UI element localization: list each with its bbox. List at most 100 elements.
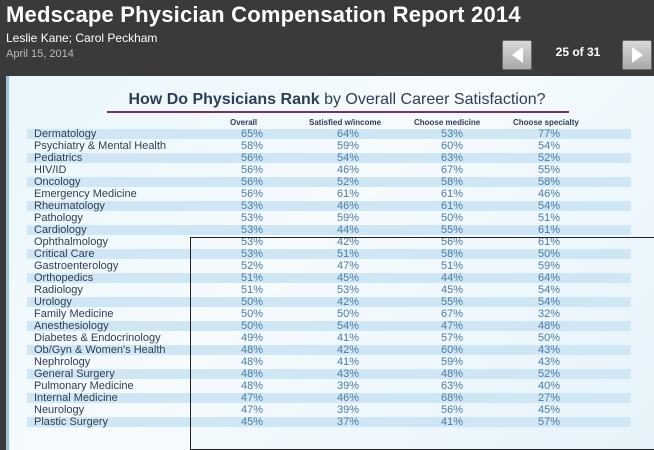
medicine-value: 67% [440, 308, 464, 320]
medicine-value: 55% [440, 296, 464, 308]
table-row: Psychiatry & Mental Health 58% 59% 60% 54% [27, 140, 631, 152]
medicine-value: 56% [440, 404, 464, 416]
specialty-name: Orthopedics [34, 272, 94, 284]
title-divider [107, 111, 569, 113]
specialty-choice-value: 61% [537, 236, 561, 248]
table-row: HIV/ID 56% 46% 67% 55% [27, 164, 631, 176]
overall-value: 48% [240, 380, 264, 392]
specialty-name: Family Medicine [34, 308, 114, 320]
specialty-name: Psychiatry & Mental Health [34, 140, 167, 152]
specialty-choice-value: 52% [537, 368, 561, 380]
table-row: Dermatology 65% 64% 53% 77% [27, 128, 631, 140]
income-value: 43% [336, 368, 360, 380]
income-value: 59% [336, 140, 360, 152]
chart-title-rest: by Overall Career Satisfaction? [319, 91, 546, 108]
overall-value: 51% [240, 284, 264, 296]
specialty-choice-value: 48% [537, 320, 561, 332]
table-row: Urology 50% 42% 55% 54% [27, 296, 631, 308]
specialty-name: Cardiology [34, 224, 87, 236]
medicine-value: 55% [440, 224, 464, 236]
column-header-specialty: Choose specialty [513, 118, 579, 127]
overall-value: 56% [240, 188, 264, 200]
medicine-value: 48% [440, 368, 464, 380]
overall-value: 56% [240, 152, 264, 164]
overall-value: 50% [240, 308, 264, 320]
authors: Leslie Kane; Carol Peckham [6, 31, 158, 45]
specialty-choice-value: 54% [537, 200, 561, 212]
overall-value: 51% [240, 272, 264, 284]
overall-value: 65% [240, 128, 264, 140]
overall-value: 45% [240, 416, 264, 428]
specialty-name: Internal Medicine [34, 392, 118, 404]
specialty-name: Ophthalmology [34, 236, 108, 248]
chart-title: How Do Physicians Rank by Overall Career… [107, 91, 567, 109]
specialty-name: Neurology [34, 404, 85, 416]
medicine-value: 57% [440, 332, 464, 344]
income-value: 42% [336, 296, 360, 308]
overall-value: 58% [240, 140, 264, 152]
table-row: Rheumatology 53% 46% 61% 54% [27, 200, 631, 212]
table-row: Pathology 53% 59% 50% 51% [27, 212, 631, 224]
slide-panel: How Do Physicians Rank by Overall Career… [6, 76, 654, 450]
income-value: 42% [336, 344, 360, 356]
specialty-choice-value: 40% [537, 380, 561, 392]
specialty-name: Dermatology [34, 128, 97, 140]
income-value: 47% [336, 260, 360, 272]
income-value: 42% [336, 236, 360, 248]
income-value: 41% [336, 356, 360, 368]
specialty-name: Diabetes & Endocrinology [34, 332, 161, 344]
specialty-choice-value: 51% [537, 212, 561, 224]
page-title: Medscape Physician Compensation Report 2… [6, 2, 521, 27]
overall-value: 47% [240, 392, 264, 404]
chevron-left-icon [511, 47, 523, 63]
table-row: Oncology 56% 52% 58% 58% [27, 176, 631, 188]
specialty-name: Oncology [34, 176, 81, 188]
income-value: 39% [336, 404, 360, 416]
specialty-choice-value: 59% [537, 260, 561, 272]
income-value: 53% [336, 284, 360, 296]
previous-slide-button[interactable] [502, 40, 532, 70]
specialty-choice-value: 57% [537, 416, 561, 428]
column-header-medicine: Choose medicine [414, 118, 481, 127]
overall-value: 53% [240, 248, 264, 260]
medicine-value: 59% [440, 356, 464, 368]
medicine-value: 41% [440, 416, 464, 428]
specialty-choice-value: 50% [537, 332, 561, 344]
medicine-value: 50% [440, 212, 464, 224]
medicine-value: 56% [440, 236, 464, 248]
income-value: 54% [336, 320, 360, 332]
specialty-name: Emergency Medicine [34, 188, 137, 200]
overall-value: 50% [240, 296, 264, 308]
specialty-choice-value: 77% [537, 128, 561, 140]
specialty-name: General Surgery [34, 368, 115, 380]
table-row: Critical Care 53% 51% 58% 50% [27, 248, 631, 260]
specialty-choice-value: 32% [537, 308, 561, 320]
specialty-choice-value: 27% [537, 392, 561, 404]
specialty-name: Urology [34, 296, 72, 308]
specialty-choice-value: 54% [537, 296, 561, 308]
income-value: 46% [336, 392, 360, 404]
table-row: Anesthesiology 50% 54% 47% 48% [27, 320, 631, 332]
overall-value: 52% [240, 260, 264, 272]
income-value: 64% [336, 128, 360, 140]
medicine-value: 60% [440, 140, 464, 152]
overall-value: 53% [240, 236, 264, 248]
table-row: Orthopedics 51% 45% 44% 64% [27, 272, 631, 284]
overall-value: 48% [240, 368, 264, 380]
income-value: 61% [336, 188, 360, 200]
medicine-value: 60% [440, 344, 464, 356]
income-value: 41% [336, 332, 360, 344]
medicine-value: 61% [440, 200, 464, 212]
income-value: 52% [336, 176, 360, 188]
income-value: 45% [336, 272, 360, 284]
chevron-right-icon [631, 47, 643, 63]
income-value: 59% [336, 212, 360, 224]
specialty-name: HIV/ID [34, 164, 67, 176]
next-slide-button[interactable] [622, 40, 652, 70]
medicine-value: 61% [440, 188, 464, 200]
table-row: Emergency Medicine 56% 61% 61% 46% [27, 188, 631, 200]
medicine-value: 51% [440, 260, 464, 272]
specialty-choice-value: 64% [537, 272, 561, 284]
overall-value: 56% [240, 176, 264, 188]
medicine-value: 58% [440, 176, 464, 188]
